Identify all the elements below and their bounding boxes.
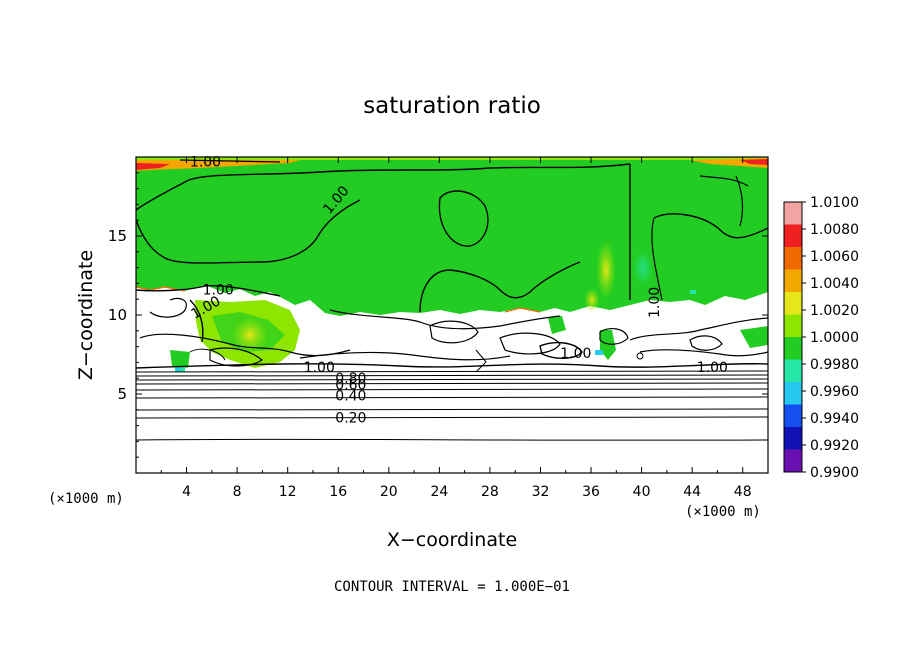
colorbar-swatch <box>784 404 802 428</box>
colorbar-swatch <box>784 449 802 473</box>
colorbar-label: 1.0100 <box>810 195 859 211</box>
x-tick-label: 20 <box>380 484 398 500</box>
y-tick-label: 15 <box>108 227 127 245</box>
x-tick-label: 40 <box>633 484 651 500</box>
y-tick-label: 10 <box>108 306 127 324</box>
x-tick-label: 16 <box>329 484 347 500</box>
x-tick-label: 8 <box>233 484 242 500</box>
colorbar-label: 1.0080 <box>810 222 859 238</box>
colorbar-label: 0.9920 <box>810 438 859 454</box>
x-tick-label: 48 <box>734 484 752 500</box>
colorbar-swatch <box>784 337 802 360</box>
x-tick-label: 32 <box>532 484 550 500</box>
colorbar-label: 0.9940 <box>810 411 859 427</box>
chart-title: saturation ratio <box>363 93 541 119</box>
colorbar-swatch <box>784 359 802 383</box>
colorbar-swatch <box>784 427 802 450</box>
contour-label: 1.00 <box>304 360 335 376</box>
x-axis-ticks: 4 8 12 16 20 24 28 32 36 40 44 48 <box>160 157 752 500</box>
x-tick-label: 4 <box>182 484 191 500</box>
x-tick-label: 28 <box>481 484 499 500</box>
y-unit-label: (×1000 m) <box>48 491 124 507</box>
colorbar-label: 1.0060 <box>810 249 859 265</box>
contour-label: 1.00 <box>203 283 234 299</box>
contour-label: 0.60 <box>335 378 366 394</box>
x-tick-label: 36 <box>582 484 600 500</box>
colorbar-label: 0.9960 <box>810 384 859 400</box>
contour-interval-note: CONTOUR INTERVAL = 1.000E−01 <box>334 579 570 595</box>
contour-label: 1.00 <box>560 346 591 362</box>
contour-label: 1.00 <box>190 155 221 171</box>
y-tick-label: 5 <box>117 385 127 403</box>
colorbar: 1.0100 1.0080 1.0060 1.0040 1.0020 1.0000 0.99… <box>783 195 859 481</box>
colorbar-label: 1.0040 <box>810 276 859 292</box>
colorbar-swatch <box>784 269 802 293</box>
colorbar-swatch <box>784 292 802 315</box>
colorbar-label: 1.0000 <box>810 330 859 346</box>
colorbar-swatch <box>784 202 802 225</box>
contour-label: 0.20 <box>335 411 366 427</box>
y-axis-ticks: 5 10 15 <box>108 172 768 458</box>
x-axis-title: X−coordinate <box>387 529 517 551</box>
contour-label: 1.00 <box>647 287 663 318</box>
x-tick-label: 44 <box>683 484 701 500</box>
contour-label: 0.80 <box>335 371 366 387</box>
contour-lines <box>136 159 768 441</box>
contour-label: 0.40 <box>335 389 366 405</box>
colorbar-swatch <box>784 224 802 248</box>
colorbar-swatch <box>784 314 802 338</box>
heatmap-field <box>136 157 768 473</box>
contour-label: 1.00 <box>697 360 728 376</box>
y-axis-title: Z−coordinate <box>75 250 97 380</box>
colorbar-swatch <box>784 247 802 270</box>
colorbar-label: 1.0020 <box>810 303 859 319</box>
x-tick-label: 24 <box>430 484 448 500</box>
x-tick-label: 12 <box>279 484 297 500</box>
x-unit-label: (×1000 m) <box>685 504 761 520</box>
colorbar-swatch <box>784 382 802 405</box>
colorbar-label: 0.9900 <box>810 465 859 481</box>
colorbar-label: 0.9980 <box>810 357 859 373</box>
